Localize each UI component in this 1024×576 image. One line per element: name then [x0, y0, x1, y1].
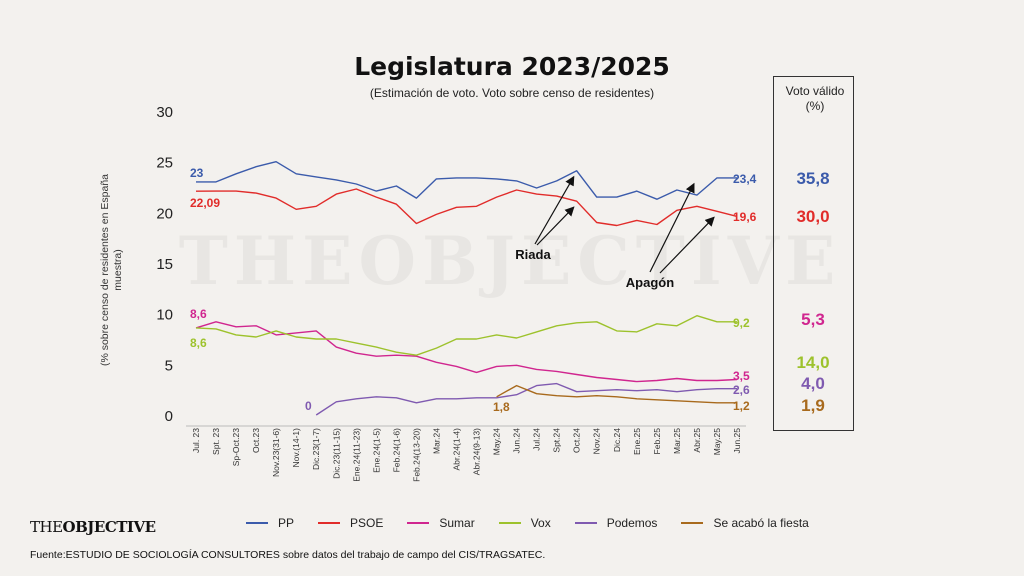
voto-valido-header: Voto válido (%) [785, 84, 845, 113]
y-tick-label: 20 [156, 205, 173, 222]
end-label: 19,6 [733, 210, 757, 224]
legend-label: Se acabó la fiesta [713, 516, 809, 530]
x-tick-label: Dic.23(1-7) [311, 428, 321, 470]
end-label: 23,4 [733, 172, 757, 186]
voto-valido-value: 35,8 [796, 169, 829, 188]
series-line-podemos [315, 382, 737, 416]
x-tick-label: Nov.23(31-6) [271, 428, 281, 477]
x-tick-label: May.24 [492, 428, 502, 456]
series-line-pp [196, 160, 737, 200]
watermark: THEOBJECTIVE [160, 222, 860, 300]
voto-valido-value: 5,3 [801, 310, 825, 329]
x-tick-label: Feb.24(1-6) [391, 428, 401, 473]
legend-label: PSOE [350, 516, 384, 530]
voto-valido-value: 30,0 [796, 207, 829, 226]
y-tick-label: 0 [165, 408, 173, 425]
voto-valido-value: 1,9 [801, 396, 825, 415]
x-tick-label: Abr.24(1-4) [451, 428, 461, 471]
series-line-vox [195, 315, 737, 356]
x-tick-label: Abr.24(9-13) [472, 428, 482, 475]
chart-subtitle: (Estimación de voto. Voto sobre censo de… [369, 86, 655, 100]
x-tick-label: Abr.25 [692, 428, 702, 453]
voto-valido-box [773, 76, 854, 431]
x-tick-label: Jun.25 [732, 428, 742, 454]
legend-item: Se acabó la fiesta [681, 516, 809, 530]
voto-valido-value: 4,0 [801, 374, 825, 393]
end-label: 1,2 [733, 399, 750, 413]
legend-item: Vox [498, 516, 551, 530]
x-tick-label: Feb.24(13-20) [411, 428, 421, 482]
legend-swatch [498, 522, 521, 524]
x-tick-label: Nov.(14-1) [291, 428, 301, 468]
legend-label: Vox [530, 516, 551, 530]
y-tick-label: 25 [156, 155, 173, 172]
start-label: 22,09 [190, 196, 220, 210]
source-note: Fuente:ESTUDIO DE SOCIOLOGÍA CONSULTORES… [30, 549, 546, 561]
end-label: 3,5 [733, 369, 750, 383]
legend-swatch [574, 522, 597, 524]
series-line-psoe [195, 188, 738, 227]
x-tick-label: Spt.24 [552, 428, 562, 453]
annotation-arrow [649, 182, 695, 273]
annotation-arrow [536, 206, 575, 246]
series-line-se-acabó-la-fiesta [496, 384, 737, 404]
x-tick-label: Ene.25 [632, 428, 642, 455]
legend-swatch [407, 522, 430, 524]
legend-swatch [681, 522, 704, 524]
x-tick-label: Dic.23(11-15) [331, 428, 341, 479]
end-label: 2,6 [733, 383, 750, 397]
x-tick-label: Jul. 23 [191, 428, 201, 453]
legend-item: Podemos [574, 516, 658, 530]
legend-item: PSOE [318, 516, 383, 530]
legend-label: Podemos [606, 516, 658, 530]
legend-item: PP [246, 516, 294, 530]
x-tick-label: Feb.25 [652, 428, 662, 455]
x-tick-label: Nov.24 [592, 428, 602, 455]
legend-swatch [246, 522, 268, 524]
start-label: 1,8 [493, 400, 510, 414]
y-tick-label: 5 [165, 357, 173, 374]
x-tick-label: Mar.24 [431, 428, 441, 454]
y-tick-label: 15 [156, 256, 173, 273]
y-tick-label: 30 [156, 104, 173, 121]
x-tick-label: Oct.24 [572, 428, 582, 453]
voto-valido-value: 14,0 [796, 353, 829, 372]
annotation-label: Riada [515, 247, 551, 262]
legend-label: Sumar [439, 516, 475, 530]
legend-label: PP [278, 516, 295, 530]
x-tick-label: Jul.24 [532, 428, 542, 451]
chart-title: Legislatura 2023/2025 [354, 52, 670, 81]
start-label: 8,6 [190, 307, 207, 321]
y-tick-label: 10 [156, 307, 173, 324]
start-label: 8,6 [190, 336, 207, 350]
x-tick-label: Dic.24 [612, 428, 622, 452]
legend-swatch [318, 522, 341, 524]
x-tick-label: Mar.25 [672, 428, 682, 454]
x-tick-label: Jun.24 [512, 428, 522, 454]
legend: PP PSOE Sumar Vox Podemos Se acabó la fiesta [246, 516, 833, 530]
x-tick-label: May.25 [712, 428, 722, 456]
annotation-arrow [534, 175, 575, 245]
end-label: 9,2 [733, 316, 750, 330]
x-tick-label: Ene.24(1-5) [371, 428, 381, 473]
theobjective-logo: THEOBJECTIVE [30, 518, 156, 536]
x-tick-label: Sp-Oct.23 [231, 428, 241, 467]
annotation-arrow [659, 216, 715, 274]
legend-item: Sumar [407, 516, 475, 530]
x-tick-label: Ene.24(11-23) [351, 428, 361, 482]
x-tick-label: Spt. 23 [211, 428, 221, 455]
start-label: 0 [305, 399, 312, 413]
start-label: 23 [190, 166, 204, 180]
x-tick-label: Oct.23 [251, 428, 261, 453]
annotation-label: Apagón [626, 275, 674, 290]
